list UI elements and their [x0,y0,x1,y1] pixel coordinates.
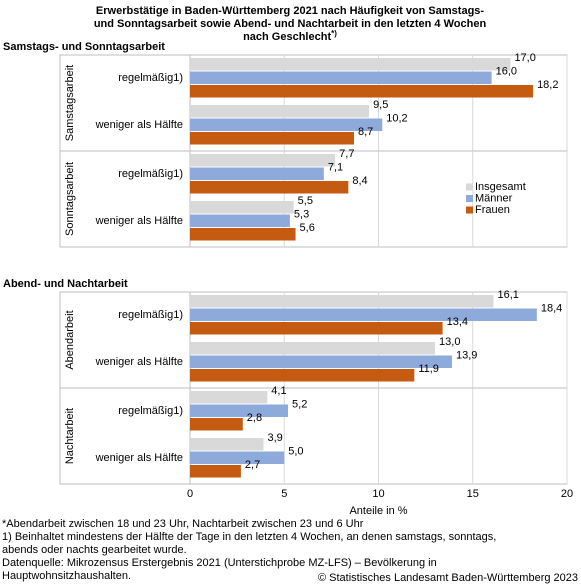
bar [190,118,383,131]
group-panel [59,387,568,485]
value-label: 10,2 [386,113,407,125]
bar [190,71,492,84]
x-tick-label: 10 [372,488,384,500]
value-label: 2,7 [245,459,260,471]
legend-label: Insgesamt [475,181,526,193]
bar [190,214,290,227]
bar [190,465,241,478]
bar [190,132,354,145]
footnote: Datenquelle: Mikrozensus Erstergebnis 20… [2,557,437,569]
value-label: 16,0 [496,66,517,78]
bar [190,201,294,214]
group-label: Samstagsarbeit [64,65,76,141]
value-label: 18,4 [541,303,562,315]
bar [190,404,289,417]
legend-swatch [466,183,473,191]
value-label: 16,1 [497,289,518,301]
bar [190,342,436,355]
value-label: 7,7 [339,148,354,160]
value-label: 5,0 [288,446,303,458]
group-label: Abendarbeit [64,310,76,369]
value-label: 11,9 [418,363,439,375]
bar [190,451,285,464]
value-label: 18,2 [537,79,558,91]
legend-label: Frauen [475,204,510,216]
footnote: Hauptwohnsitzhaushalten. [2,570,131,582]
value-label: 5,3 [294,209,309,221]
chart-title: und Sonntagsarbeit sowie Abend- und Nach… [94,18,487,30]
group-label: Sonntagsarbeit [64,162,76,236]
value-label: 5,5 [298,195,313,207]
bar [190,85,534,98]
footnote: 1) Beinhaltet mindestens der Hälfte der … [2,531,496,543]
category-label: weniger als Hälfte [95,119,183,131]
bar [190,391,268,404]
legend-swatch [466,195,473,202]
value-label: 8,4 [352,175,367,187]
bar [190,58,511,71]
value-label: 9,5 [373,99,388,111]
bar [190,308,537,321]
legend-label: Männer [475,192,513,204]
category-label: weniger als Hälfte [95,356,183,368]
title-note: *) [331,29,337,38]
value-label: 4,1 [271,385,286,397]
value-label: 13,0 [439,336,460,348]
category-label: weniger als Hälfte [95,452,183,464]
category-label: regelmäßig1) [118,405,183,417]
legend-swatch [466,206,473,214]
chart-title: nach Geschlecht*) [243,29,337,43]
bar [190,355,453,368]
category-label: regelmäßig1) [118,168,183,180]
category-label: regelmäßig1) [118,309,183,321]
x-tick-label: 5 [281,488,287,500]
bar [190,438,264,451]
footnote: abends oder nachts gearbeitet wurde. [2,544,187,556]
value-label: 8,7 [358,126,373,138]
value-label: 5,2 [292,399,307,411]
x-tick-label: 20 [561,488,573,500]
value-label: 2,8 [247,412,262,424]
chart-title: Erwerbstätige in Baden-Württemberg 2021 … [96,5,484,17]
value-label: 13,4 [447,316,468,328]
section-label: Samstags- und Sonntagsarbeit [3,41,165,53]
value-label: 7,1 [328,162,343,174]
bar [190,105,370,118]
bar [190,295,494,308]
copyright: © Statistisches Landesamt Baden-Württemb… [318,572,578,584]
x-axis-label: Anteile in % [349,505,407,517]
bar [190,154,336,167]
bar [190,322,443,335]
footnote: *Abendarbeit zwischen 18 und 23 Uhr, Nac… [2,518,364,530]
bar [190,418,243,431]
category-label: regelmäßig1) [118,72,183,84]
bar [190,228,296,241]
bar [190,369,415,382]
bar [190,167,324,180]
value-label: 17,0 [514,52,535,64]
value-label: 5,6 [300,222,315,234]
value-label: 13,9 [456,350,477,362]
group-label: Nachtarbeit [64,408,76,464]
bar [190,181,349,194]
x-tick-label: 0 [187,488,193,500]
x-tick-label: 15 [467,488,479,500]
section-label: Abend- und Nachtarbeit [3,278,128,290]
category-label: weniger als Hälfte [95,215,183,227]
value-label: 3,9 [268,432,283,444]
